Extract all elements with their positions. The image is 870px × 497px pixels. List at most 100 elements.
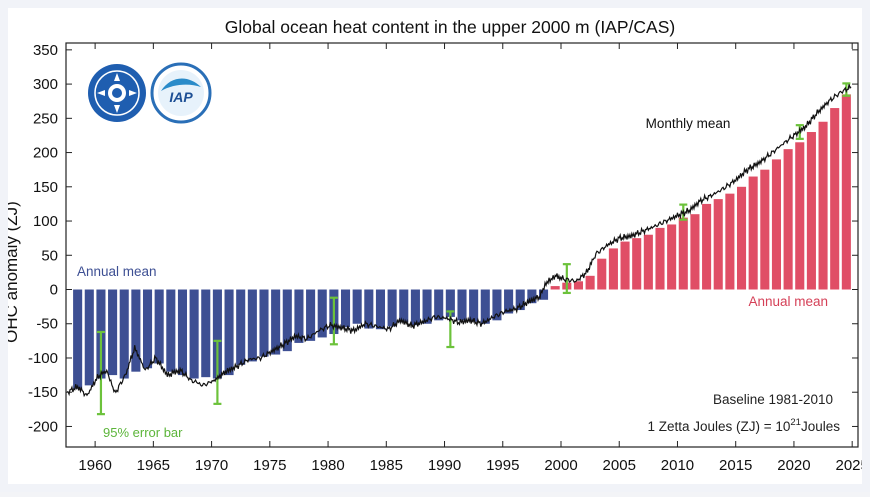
bar-2014 [725, 193, 735, 290]
bar-layer [73, 94, 851, 389]
bar-1982 [352, 289, 362, 324]
y-tick-label-100: 100 [33, 213, 58, 230]
x-tick-label-1975: 1975 [253, 457, 286, 474]
bar-1977 [294, 289, 304, 343]
bar-1979 [317, 289, 327, 338]
bar-2023 [830, 108, 840, 290]
x-tick-label-1970: 1970 [195, 457, 228, 474]
bar-1972 [236, 289, 246, 365]
bar-2015 [736, 186, 747, 290]
y-tick-label--50: -50 [36, 316, 58, 333]
axes-layer: -200 -150 -100 -50 0 50 100 150 200 250 300 350 1960… [28, 42, 869, 474]
cas-logo [88, 64, 146, 122]
bar-1997 [527, 289, 537, 304]
annotation-baseline: Baseline 1981-2010 [713, 392, 833, 407]
bar-2008 [655, 227, 665, 290]
x-tick-label-2005: 2005 [603, 457, 636, 474]
y-tick-label--150: -150 [28, 384, 58, 401]
x-tick-label-2010: 2010 [661, 457, 694, 474]
bar-1986 [399, 289, 409, 323]
bar-2024 [841, 94, 851, 290]
bar-2006 [632, 238, 642, 290]
bar-1958 [73, 289, 83, 389]
bar-1971 [224, 289, 234, 376]
bar-2011 [690, 214, 700, 290]
bar-2020 [795, 142, 805, 290]
bar-1976 [282, 289, 292, 352]
x-tick-label-2000: 2000 [544, 457, 577, 474]
y-tick-label-350: 350 [33, 42, 58, 59]
bar-2022 [818, 121, 828, 290]
chart-title: Global ocean heat content in the upper 2… [225, 17, 675, 37]
bar-1993 [480, 289, 490, 324]
x-tick-label-1980: 1980 [311, 457, 344, 474]
bar-2007 [643, 234, 653, 290]
bar-1989 [434, 289, 444, 321]
bar-1962 [119, 289, 129, 379]
monthly-mean-line [66, 84, 852, 398]
bar-1988 [422, 289, 432, 324]
iap-logo: IAP [150, 62, 212, 124]
bar-1984 [375, 289, 386, 330]
x-tick-label-2025: 2025 [835, 457, 868, 474]
bar-1970 [212, 289, 222, 379]
bar-1965 [154, 289, 164, 364]
annotation-zj-definition: 1 Zetta Joules (ZJ) = 1021Joules [647, 417, 840, 434]
bar-1961 [108, 289, 118, 376]
y-tick-label--200: -200 [28, 418, 58, 435]
iap-logo-text: IAP [169, 89, 193, 105]
bar-1978 [306, 289, 316, 341]
bar-2017 [760, 169, 770, 290]
y-tick-label-300: 300 [33, 76, 58, 93]
x-tick-label-1990: 1990 [428, 457, 461, 474]
annotation-error-bar: 95% error bar [103, 425, 183, 440]
x-tick-label-1960: 1960 [78, 457, 111, 474]
bar-2013 [713, 199, 723, 290]
y-tick-label-50: 50 [41, 247, 58, 264]
bar-1995 [504, 289, 514, 314]
bar-1959 [84, 289, 94, 386]
bar-2005 [620, 241, 630, 290]
bar-2021 [806, 132, 816, 290]
bar-2009 [667, 224, 677, 290]
x-tick-label-2015: 2015 [719, 457, 752, 474]
bar-1966 [166, 289, 176, 372]
bar-1983 [364, 289, 374, 329]
bar-1991 [457, 289, 467, 321]
bar-1967 [177, 289, 188, 376]
y-tick-label-150: 150 [33, 179, 58, 196]
bar-2019 [783, 149, 793, 290]
y-tick-label-200: 200 [33, 145, 58, 162]
zj-suffix: Joules [801, 419, 840, 434]
annotation-annual-mean-right: Annual mean [748, 294, 828, 309]
bar-1990 [445, 289, 455, 317]
bar-1992 [469, 289, 479, 322]
zj-exponent: 21 [790, 417, 801, 428]
bar-2012 [702, 203, 712, 290]
bar-1969 [201, 289, 211, 378]
bar-2004 [608, 248, 618, 290]
bar-2002 [585, 275, 595, 290]
y-tick-label-0: 0 [50, 282, 58, 299]
y-axis-label: OHC anomaly (ZJ) [2, 201, 21, 343]
annotation-monthly-mean: Monthly mean [646, 116, 731, 131]
bar-1994 [492, 289, 502, 321]
bar-1998 [538, 289, 549, 300]
bar-2003 [597, 258, 607, 290]
x-tick-label-1965: 1965 [137, 457, 170, 474]
bar-1968 [189, 289, 199, 379]
bar-1999 [550, 286, 560, 290]
x-tick-label-1995: 1995 [486, 457, 519, 474]
x-tick-label-2020: 2020 [777, 457, 810, 474]
bar-2001 [573, 281, 584, 290]
y-tick-label-250: 250 [33, 110, 58, 127]
x-tick-label-1985: 1985 [370, 457, 403, 474]
bar-2018 [771, 159, 782, 290]
annotation-annual-mean-left: Annual mean [77, 264, 157, 279]
bar-1973 [247, 289, 257, 362]
bar-1964 [142, 289, 153, 369]
bar-1963 [131, 289, 141, 372]
